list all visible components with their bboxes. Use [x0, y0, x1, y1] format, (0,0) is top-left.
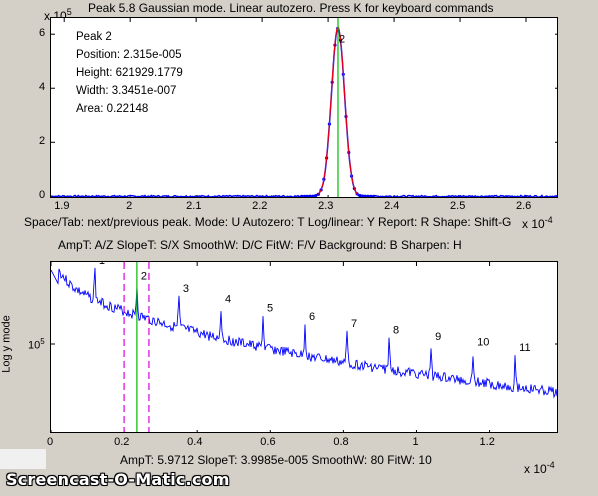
peak-label-10: 10: [477, 337, 489, 349]
peak-info-width: Width: 3.3451e-007: [76, 85, 177, 97]
peak-info-title: Peak 2: [76, 31, 112, 43]
keyboard-help-line-2: AmpT: A/Z SlopeT: S/X SmoothW: D/C FitW:…: [58, 238, 462, 252]
top-plot-area[interactable]: 2 Peak 2 Position: 2.315e-005 Height: 62…: [50, 17, 558, 198]
peak-info-position: Position: 2.315e-005: [76, 49, 182, 61]
bottom-x-tick-label: 0.4: [187, 436, 203, 448]
peak-label-8: 8: [393, 325, 399, 337]
signal-point: [358, 194, 362, 197]
peak-label-4: 4: [225, 294, 231, 306]
signal-point: [372, 194, 376, 197]
bottom-status-line: AmpT: 5.9712 SlopeT: 3.9985e-005 SmoothW…: [120, 453, 432, 467]
peak-label-6: 6: [309, 311, 315, 323]
peak-number-label: 2: [339, 33, 345, 45]
peak-info-height: Height: 621929.1779: [76, 67, 183, 79]
bottom-plot-area[interactable]: 1 2 3 4 5 6 7 8 9 10 11: [50, 261, 558, 433]
top-x-exponent: x 10-4: [522, 214, 553, 230]
peak-label-2: 2: [141, 271, 147, 283]
bottom-x-exponent: x 10-4: [524, 459, 555, 475]
bottom-x-exponent-base: x 10: [524, 462, 547, 476]
top-x-tick-label: 1.9: [54, 200, 70, 212]
top-x-exponent-power: -4: [544, 215, 553, 225]
peak-label-7: 7: [351, 318, 357, 330]
top-x-tick-label: 2.1: [186, 200, 202, 212]
peak-label-5: 5: [267, 303, 273, 315]
bottom-x-tick-label: 0.2: [114, 436, 130, 448]
peak-info-area: Area: 0.22148: [76, 103, 149, 115]
signal-point: [311, 194, 315, 197]
peak-label-9: 9: [435, 331, 441, 343]
bottom-y-tick: 105: [28, 337, 45, 352]
top-x-tick-label: 2.6: [516, 200, 532, 212]
top-x-exponent-base: x 10: [522, 217, 545, 231]
bottom-x-tick-label: 0.8: [333, 436, 349, 448]
peak-label-3: 3: [183, 283, 189, 295]
top-x-tick-label: 2.2: [252, 200, 268, 212]
signal-point: [366, 194, 370, 197]
log-signal-trace: [51, 267, 557, 399]
top-x-tick-label: 2.3: [318, 200, 334, 212]
top-x-tick-label: 2.5: [450, 200, 466, 212]
bottom-x-tick-label: 0: [47, 436, 54, 448]
top-y-tick-label: 4: [39, 81, 46, 94]
signal-point: [305, 194, 309, 197]
plot-title: Peak 5.8 Gaussian mode. Linear autozero.…: [88, 1, 494, 15]
peak-info-box: Peak 2 Position: 2.315e-005 Height: 6219…: [76, 28, 183, 118]
signal-point: [308, 194, 312, 197]
top-y-tick-label: 6: [39, 27, 46, 40]
bottom-y-axis-label: Log y mode: [0, 315, 13, 373]
bottom-x-exponent-power: -4: [546, 460, 555, 470]
bottom-x-tick-label: 1: [412, 436, 419, 448]
signal-point: [300, 194, 304, 197]
top-plot-svg: 2: [51, 18, 557, 197]
peak-label-11: 11: [519, 342, 530, 354]
bottom-plot-svg: 1 2 3 4 5 6 7 8 9 10 11: [51, 262, 557, 432]
peak-label-1: 1: [99, 262, 105, 267]
signal-point: [363, 194, 368, 197]
keyboard-help-line-1: Space/Tab: next/previous peak. Mode: U A…: [24, 215, 512, 229]
top-x-tick-label: 2.4: [384, 200, 400, 212]
signal-point: [302, 194, 307, 197]
signal-point: [369, 194, 373, 197]
bottom-x-tick-label: 0.6: [260, 436, 276, 448]
top-y-tick-label: 0: [39, 189, 46, 202]
top-y-tick-label: 2: [39, 135, 46, 148]
watermark-backdrop: [0, 449, 46, 469]
top-x-tick-label: 2: [126, 200, 133, 212]
signal-point: [313, 194, 318, 197]
bottom-x-tick-label: 1.2: [479, 436, 495, 448]
signal-point: [361, 194, 365, 197]
screencast-watermark: Screencast-O-Matic.com: [6, 470, 230, 489]
top-y-exponent-power: 5: [66, 7, 72, 17]
